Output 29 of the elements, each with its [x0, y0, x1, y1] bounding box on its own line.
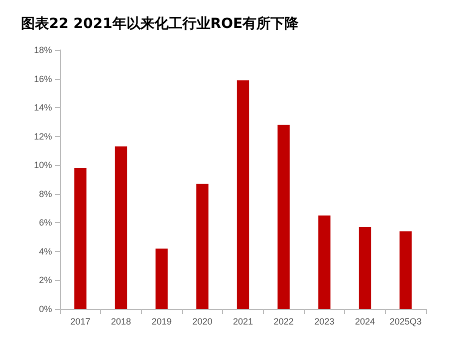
bar — [236, 80, 250, 309]
bar — [278, 124, 290, 309]
bar — [358, 226, 372, 309]
bar — [156, 248, 168, 309]
x-tick-label: 2019 — [152, 316, 172, 326]
bar — [196, 184, 208, 309]
bar — [114, 146, 128, 309]
x-tick-label: 2021 — [232, 316, 254, 326]
y-tick-label: 0% — [38, 304, 52, 314]
bar — [400, 231, 412, 309]
y-tick-label: 16% — [34, 74, 52, 84]
y-tick-label: 8% — [38, 188, 52, 199]
y-tick-label: 12% — [34, 131, 52, 142]
chart-title: 图表22 2021年以来化工行业ROE有所下降 — [21, 16, 300, 32]
x-tick-label: 2020 — [192, 316, 212, 326]
y-tick-label: 6% — [38, 218, 52, 228]
x-tick-label: 2017 — [70, 316, 90, 326]
x-tick-label: 2024 — [354, 316, 376, 326]
x-tick-label: 2022 — [274, 316, 294, 326]
bar — [74, 168, 86, 309]
y-tick-label: 2% — [38, 275, 52, 286]
y-tick-label: 10% — [34, 160, 52, 170]
bar — [318, 215, 330, 309]
x-tick-label: 2023 — [314, 316, 334, 326]
x-tick-label: 2025Q3 — [390, 316, 422, 326]
y-tick-label: 14% — [34, 102, 52, 113]
x-tick-label: 2018 — [110, 316, 132, 326]
y-tick-label: 4% — [38, 246, 52, 256]
y-tick-label: 18% — [34, 45, 52, 55]
